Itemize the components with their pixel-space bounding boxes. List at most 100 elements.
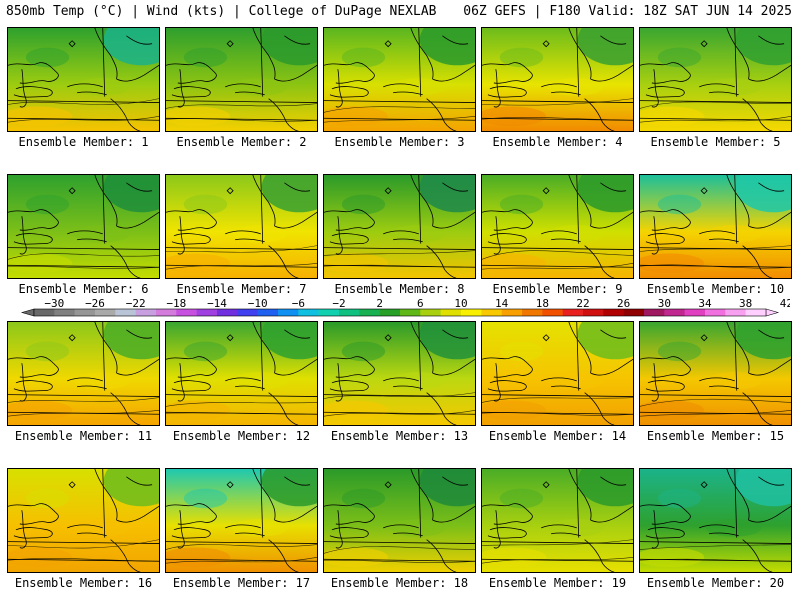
ensemble-member-label: Ensemble Member: 3	[334, 135, 465, 149]
contour-lines	[166, 402, 317, 415]
ensemble-member-map	[323, 27, 476, 132]
contour-lines	[482, 250, 633, 270]
colorbar-swatch	[583, 309, 604, 316]
temperature-field	[166, 469, 317, 572]
colorbar-swatch	[196, 309, 218, 316]
map-title: 850mb Temp (°C) | Wind (kts) | College o…	[6, 4, 437, 19]
colorbar-tick-label: 30	[658, 298, 671, 310]
colorbar-swatch	[481, 309, 502, 316]
ensemble-member-label: Ensemble Member: 8	[334, 282, 465, 296]
colorbar-swatch	[705, 309, 726, 316]
ensemble-member-label: Ensemble Member: 20	[646, 576, 785, 590]
ensemble-member-map	[639, 321, 792, 426]
temperature-field	[8, 175, 159, 278]
ensemble-member-map	[639, 468, 792, 573]
colorbar-swatch	[725, 309, 746, 316]
contour-lines	[640, 101, 791, 123]
colorbar-tick-label: 38	[739, 298, 752, 310]
ensemble-member-label: Ensemble Member: 7	[176, 282, 307, 296]
colorbar-swatch	[237, 309, 258, 316]
ensemble-member-map	[7, 174, 160, 279]
colorbar-tick-label: 18	[536, 298, 549, 310]
colorbar-swatch	[440, 309, 462, 316]
ensemble-member-label: Ensemble Member: 9	[492, 282, 623, 296]
contour-lines	[482, 98, 633, 121]
temperature-field	[640, 322, 791, 425]
colorbar-swatch	[298, 309, 319, 316]
colorbar-swatch	[745, 309, 767, 316]
ensemble-member-map	[7, 468, 160, 573]
ensemble-member-label: Ensemble Member: 17	[172, 576, 311, 590]
colorbar-swatch	[54, 309, 75, 316]
colorbar-swatch	[217, 309, 238, 316]
colorbar-max-arrow	[765, 308, 780, 317]
geography-outline	[324, 322, 475, 425]
geography-outline	[166, 175, 317, 278]
temperature-field	[640, 28, 791, 131]
temperature-field	[324, 28, 475, 131]
geography-outline	[482, 28, 633, 131]
geography-outline	[8, 175, 159, 278]
contour-lines	[8, 397, 159, 417]
colorbar-tick-label: 22	[576, 298, 589, 310]
contour-lines	[8, 253, 159, 269]
ensemble-member-label: Ensemble Member: 12	[172, 429, 311, 443]
ensemble-member-label: Ensemble Member: 15	[646, 429, 785, 443]
contour-lines	[166, 245, 317, 270]
ensemble-member-map	[481, 27, 634, 132]
ensemble-member-label: Ensemble Member: 5	[650, 135, 781, 149]
ensemble-member-label: Ensemble Member: 18	[330, 576, 469, 590]
ensemble-member-map	[639, 174, 792, 279]
contour-lines	[324, 106, 475, 123]
colorbar-swatch	[115, 309, 136, 316]
colorbar-swatch	[420, 309, 441, 316]
colorbar-tick-label: −22	[126, 298, 146, 310]
temperature-colorbar: −30 −26 −22 −18 −14 −10 −6 −2 2 6 10 14 18 22 26 30 34 38…	[10, 298, 790, 320]
geography-outline	[8, 322, 159, 425]
ensemble-member-map	[165, 174, 318, 279]
geography-outline	[640, 175, 791, 278]
temperature-field	[324, 175, 475, 278]
ensemble-member-map	[165, 468, 318, 573]
colorbar-tick-label: −10	[248, 298, 268, 310]
colorbar-tick-label: −6	[292, 298, 305, 310]
colorbar-swatch	[318, 309, 340, 316]
ensemble-member-map	[323, 321, 476, 426]
contour-lines	[640, 245, 791, 269]
temperature-field	[324, 322, 475, 425]
colorbar-tick-label: 42	[780, 298, 790, 310]
ensemble-member-map	[323, 174, 476, 279]
colorbar-swatch	[522, 309, 543, 316]
contour-lines	[166, 103, 317, 122]
colorbar-swatch	[359, 309, 380, 316]
contour-lines	[166, 544, 317, 564]
colorbar-swatch	[257, 309, 279, 316]
colorbar-swatch	[461, 309, 482, 316]
contour-lines	[324, 392, 475, 417]
colorbar-swatch	[156, 309, 177, 316]
colorbar-tick-label: 34	[698, 298, 712, 310]
colorbar-tick-label: −2	[332, 298, 345, 310]
colorbar-swatch	[644, 309, 665, 316]
model-run-info: 06Z GEFS | F180 Valid: 18Z SAT JUN 14 20…	[463, 4, 792, 19]
ensemble-member-map	[7, 27, 160, 132]
colorbar-swatch	[95, 309, 116, 316]
contour-lines	[8, 539, 159, 562]
ensemble-member-label: Ensemble Member: 16	[14, 576, 153, 590]
colorbar-swatch	[542, 309, 563, 316]
geography-outline	[324, 28, 475, 131]
temperature-field	[8, 469, 159, 572]
colorbar-tick-label: −26	[85, 298, 105, 310]
temperature-field	[166, 322, 317, 425]
colorbar-tick-label: −30	[44, 298, 64, 310]
colorbar-swatch	[74, 309, 96, 316]
ensemble-member-label: Ensemble Member: 19	[488, 576, 627, 590]
colorbar-swatch	[278, 309, 299, 316]
contour-lines	[482, 397, 633, 416]
contour-lines	[8, 98, 159, 123]
geography-outline	[640, 322, 791, 425]
contour-lines	[482, 539, 633, 564]
colorbar-swatch	[34, 309, 55, 316]
colorbar-swatch	[501, 309, 523, 316]
temperature-field	[482, 175, 633, 278]
